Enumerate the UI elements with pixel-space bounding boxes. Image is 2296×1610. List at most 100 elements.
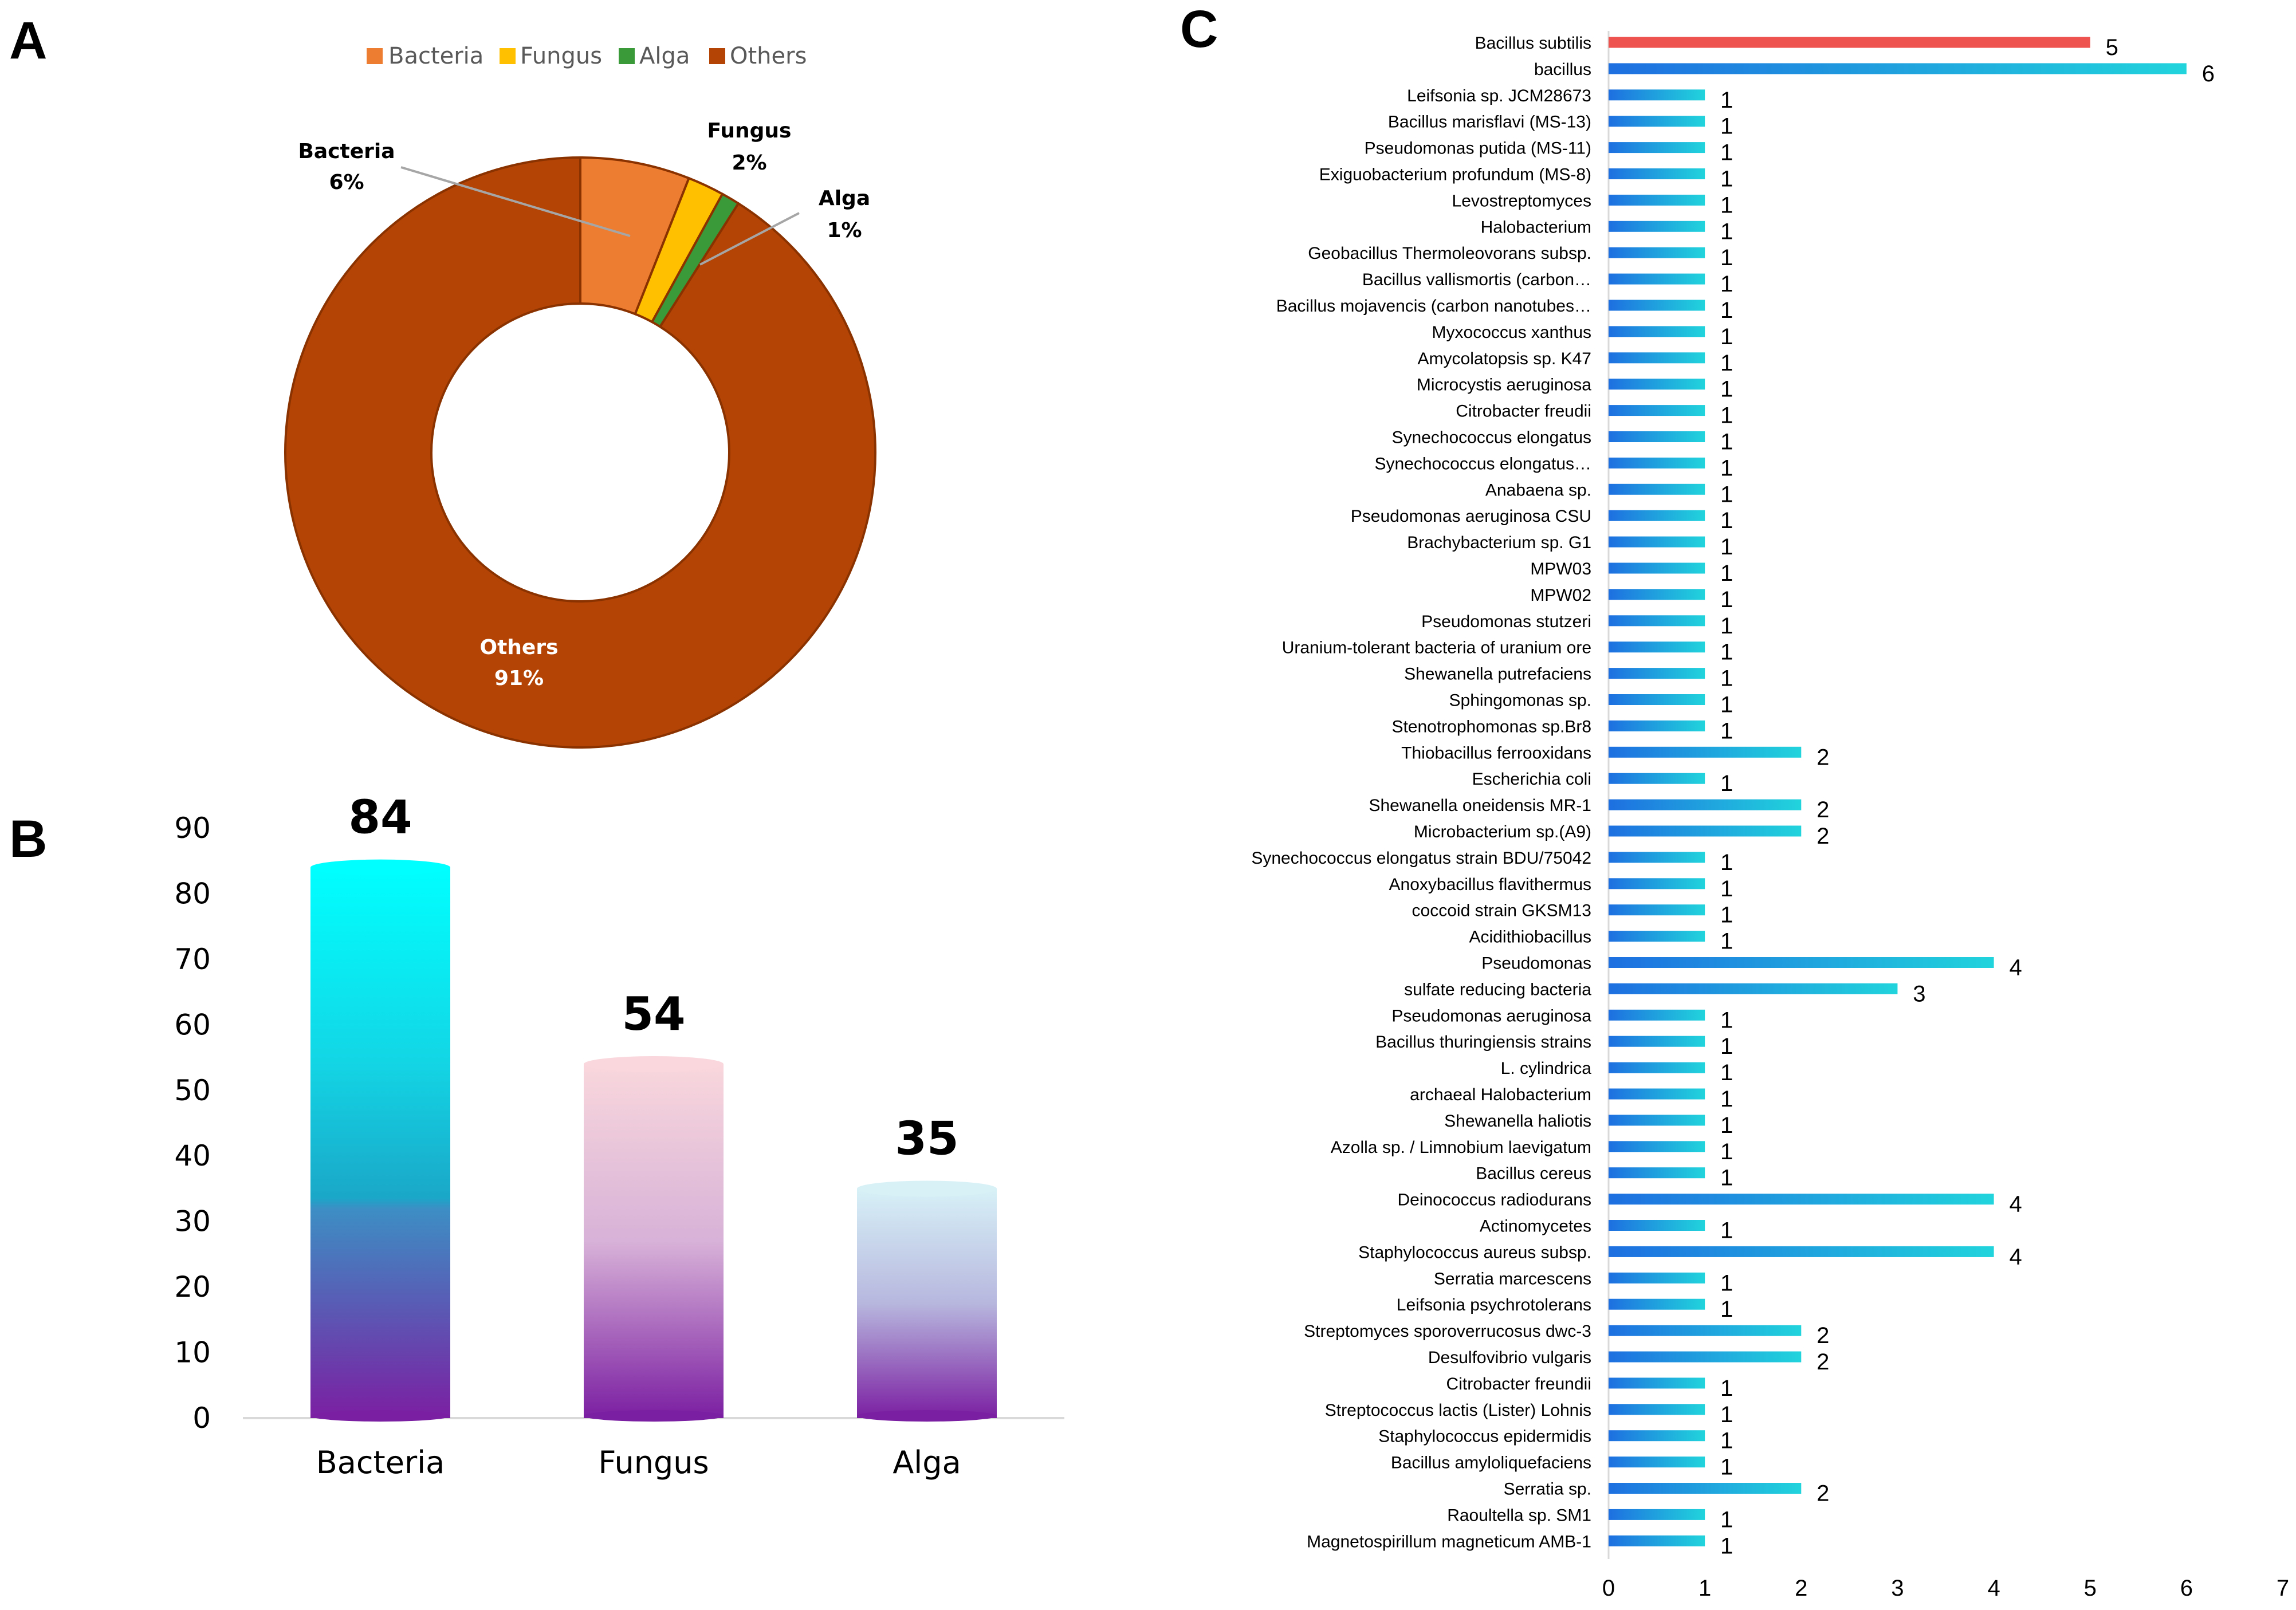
x-tick-label: 6: [2180, 1576, 2193, 1601]
hbar-row: Myxococcus xanthus 1: [1432, 323, 1733, 349]
hbar-row: Pseudomonas 4: [1481, 954, 2022, 981]
x-tick-label: 2: [1795, 1576, 1807, 1601]
hbar-amycolatopsis-sp-k47: [1609, 352, 1705, 364]
hbar-row: Synechococcus elongatus strain BDU/75042…: [1251, 849, 1733, 875]
hbar-category-label: MPW02: [1530, 586, 1591, 605]
hbar-value-label: 5: [2106, 35, 2118, 60]
hbar-category-label: Bacillus amyloliquefaciens: [1391, 1454, 1591, 1473]
x-tick-label: 7: [2277, 1576, 2289, 1601]
column-chart-bars: 84 Bacteria 54 Fungus 35 Alga: [310, 791, 997, 1481]
hbar-shewanella-haliotis: [1609, 1115, 1705, 1126]
hbar-category-label: Bacillus subtilis: [1475, 34, 1591, 53]
hbar-synechococcus-elongatus-strain-bdu-75042: [1609, 852, 1705, 863]
y-tick-label: 40: [174, 1139, 211, 1172]
hbar-row: Microbacterium sp.(A9) 2: [1414, 822, 1829, 849]
hbar-category-label: Bacillus cereus: [1476, 1164, 1591, 1183]
hbar-category-label: Anoxybacillus flavithermus: [1389, 875, 1591, 894]
hbar-category-label: Leifsonia sp. JCM28673: [1407, 86, 1591, 105]
hbar-escherichia-coli: [1609, 773, 1705, 784]
hbar-serratia-sp: [1609, 1483, 1802, 1494]
hbar-value-label: 2: [1817, 797, 1829, 822]
hbar-category-label: Citrobacter freudii: [1456, 402, 1591, 421]
hbar-coccoid-strain-gksm13: [1609, 904, 1705, 916]
hbar-value-label: 1: [1720, 1297, 1733, 1322]
hbar-value-label: 1: [1720, 1270, 1733, 1296]
legend-swatch-fungus: [500, 48, 516, 64]
hbar-citrobacter-freudii: [1609, 405, 1705, 416]
donut-legend: Bacteria Fungus Alga Others: [367, 43, 807, 69]
hbar-value-label: 1: [1720, 929, 1733, 954]
hbar-category-label: L. cylindrica: [1501, 1059, 1592, 1078]
hbar-category-label: Shewanella haliotis: [1444, 1112, 1591, 1131]
hbar-value-label: 1: [1720, 666, 1733, 691]
hbar-row: Pseudomonas aeruginosa 1: [1391, 1006, 1733, 1033]
hbar-category-label: Raoultella sp. SM1: [1447, 1506, 1591, 1525]
hbar-value-label: 1: [1720, 192, 1733, 218]
hbar-value-label: 1: [1720, 850, 1733, 875]
hbar-value-label: 1: [1720, 1455, 1733, 1480]
hbar-row: Amycolatopsis sp. K47 1: [1418, 349, 1733, 376]
hbar-row: Deinococcus radiodurans 4: [1397, 1191, 2022, 1217]
column-category-label: Bacteria: [316, 1444, 445, 1481]
hbar-row: Thiobacillus ferrooxidans 2: [1401, 743, 1829, 770]
slice-label-fungus: Fungus 2%: [707, 119, 792, 175]
hbar-uranium-tolerant-bacteria-of-uranium-ore: [1609, 641, 1705, 653]
hbar-geobacillus-thermoleovorans-subsp: [1609, 247, 1705, 258]
column-cap-bacteria: [310, 859, 450, 876]
hbar-category-label: Thiobacillus ferrooxidans: [1401, 743, 1591, 762]
hbar-value-label: 6: [2202, 61, 2215, 86]
legend-swatch-bacteria: [367, 48, 383, 64]
hbar-shewanella-oneidensis-mr-1: [1609, 799, 1802, 810]
x-tick-label: 3: [1891, 1576, 1904, 1601]
hbar-category-label: Citrobacter freundii: [1446, 1375, 1591, 1394]
hbar-acidithiobacillus: [1609, 931, 1705, 942]
hbar-category-label: Staphylococcus epidermidis: [1378, 1427, 1591, 1446]
column-category-label: Fungus: [598, 1444, 709, 1481]
hbar-staphylococcus-epidermidis: [1609, 1430, 1705, 1442]
slice-label-others: Others 91%: [479, 636, 558, 690]
column-value-label: 54: [622, 987, 685, 1041]
hbar-value-label: 1: [1720, 718, 1733, 743]
hbar-row: Shewanella oneidensis MR-1 2: [1369, 796, 1829, 822]
hbar-category-label: MPW03: [1530, 560, 1591, 578]
hbar-bacillus-subtilis: [1609, 37, 2090, 48]
hbar-value-label: 1: [1720, 561, 1733, 586]
hbar-category-label: Azolla sp. / Limnobium laevigatum: [1331, 1138, 1591, 1157]
hbar-anoxybacillus-flavithermus: [1609, 878, 1705, 889]
hbar-row: Bacillus cereus 1: [1476, 1164, 1733, 1191]
hbar-category-label: Stenotrophomonas sp.Br8: [1391, 717, 1591, 736]
column-bacteria: 84 Bacteria: [310, 791, 450, 1481]
hbar-category-label: Levostreptomyces: [1452, 191, 1591, 210]
hbar-row: Staphylococcus epidermidis 1: [1378, 1427, 1733, 1454]
hbar-value-label: 1: [1720, 324, 1733, 349]
hbar-value-label: 1: [1720, 508, 1733, 533]
hbar-row: MPW03 1: [1530, 560, 1733, 586]
hbar-synechococcus-elongatus: [1609, 457, 1705, 469]
hbar-category-label: Shewanella putrefaciens: [1404, 665, 1591, 684]
hbar-category-label: Magnetospirillum magneticum AMB-1: [1307, 1532, 1591, 1551]
hbar-row: Streptococcus lactis (Lister) Lohnis 1: [1325, 1401, 1733, 1427]
hbar-row: Halobacterium 1: [1481, 218, 1733, 244]
column-cap-fungus: [584, 1056, 724, 1072]
hbar-row: archaeal Halobacterium 1: [1410, 1085, 1733, 1112]
hbar-row: Exiguobacterium profundum (MS-8) 1: [1319, 166, 1733, 192]
hbar-row: Citrobacter freundii 1: [1446, 1375, 1733, 1401]
hbar-category-label: Pseudomonas: [1481, 954, 1591, 973]
hbar-value-label: 3: [1913, 981, 1925, 1006]
hbar-value-label: 1: [1720, 351, 1733, 376]
hbar-bacillus-marisflavi-ms-13: [1609, 116, 1705, 127]
hbar-shewanella-putrefaciens: [1609, 668, 1705, 679]
hbar-brachybacterium-sp-g1: [1609, 536, 1705, 548]
column-bar-bacteria: [310, 867, 450, 1418]
y-tick-label: 90: [174, 812, 211, 845]
hbar-value-label: 4: [2009, 1244, 2022, 1269]
horizontal-bar-chart-x-axis: 0 1 2 3 4 5 6 7: [1602, 1576, 2289, 1601]
hbar-row: coccoid strain GKSM13 1: [1412, 902, 1733, 928]
hbar-archaeal-halobacterium: [1609, 1088, 1705, 1100]
hbar-value-label: 1: [1720, 298, 1733, 323]
hbar-desulfovibrio-vulgaris: [1609, 1351, 1802, 1363]
hbar-row: Stenotrophomonas sp.Br8 1: [1391, 717, 1733, 743]
hbar-row: Staphylococcus aureus subsp. 4: [1358, 1243, 2022, 1269]
hbar-stenotrophomonas-sp-br8: [1609, 720, 1705, 731]
